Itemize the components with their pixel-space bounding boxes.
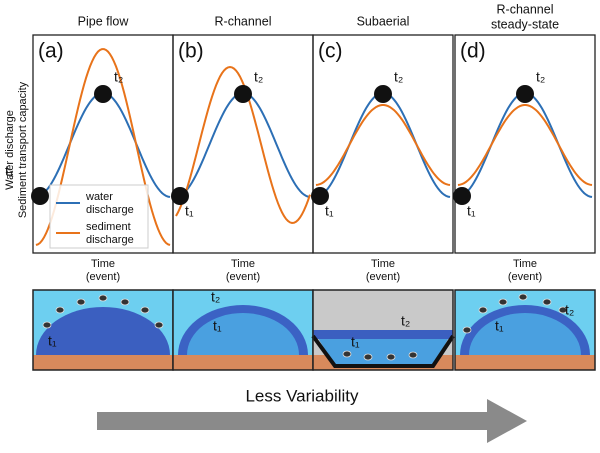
point-t1 — [171, 187, 189, 205]
sketch-t1: t₁ — [213, 318, 222, 334]
x-label: (event) — [508, 271, 542, 283]
ground — [455, 355, 595, 370]
t1-label: t₁ — [467, 203, 476, 219]
arrow — [97, 399, 527, 443]
sketch-frame — [454, 289, 596, 371]
point-t1 — [311, 187, 329, 205]
orange-curve — [175, 65, 311, 225]
blue-curve — [175, 92, 311, 198]
sediment-grain — [408, 351, 418, 359]
panel-label: (c) — [318, 40, 343, 63]
x-label: Time — [371, 258, 395, 270]
panel-title: Subaerial — [357, 14, 410, 28]
x-label: (event) — [86, 271, 120, 283]
point-t2 — [516, 85, 534, 103]
sediment-grain — [558, 306, 568, 314]
arrow-label: Less Variability — [245, 386, 359, 405]
sketch-panels: t₁ t₁ t₂ t₁ t₂ t₁ t₂ — [32, 289, 596, 371]
sketch-t2: t₂ — [401, 313, 410, 329]
x-label: Time — [513, 258, 537, 270]
point-t2 — [234, 85, 252, 103]
panel-frame — [454, 34, 596, 254]
x-label: (event) — [366, 271, 400, 283]
t2-label: t₂ — [394, 69, 403, 85]
ground — [173, 355, 313, 370]
curve-panels: Pipe flow(a)t₂t₁Time(event)R-channel(b)t… — [5, 2, 596, 283]
conduit-inner — [469, 313, 581, 355]
sketch-frame — [312, 289, 454, 371]
panel-title: R-channel — [497, 2, 554, 16]
sediment-grain — [478, 306, 488, 314]
t2-label: t₂ — [114, 69, 123, 85]
panel-title: R-channel — [215, 14, 272, 28]
conduit-inner — [187, 313, 299, 355]
blue-curve — [457, 92, 593, 198]
point-t1 — [453, 187, 471, 205]
legend-text: water — [85, 191, 113, 203]
sketch-t1: t₁ — [48, 333, 57, 349]
panel-title: steady-state — [491, 17, 559, 31]
sediment-grain — [462, 326, 472, 334]
sediment-grain — [42, 321, 52, 329]
panel-label: (b) — [178, 40, 204, 63]
x-label: Time — [231, 258, 255, 270]
sketch-t2: t₂ — [211, 289, 220, 305]
legend-text: sediment — [86, 221, 131, 233]
sediment-grain — [542, 298, 552, 306]
x-label: Time — [91, 258, 115, 270]
conduit — [36, 307, 170, 355]
y-label: Water discharge — [4, 110, 16, 190]
blue-curve — [315, 92, 451, 198]
orange-curve — [457, 104, 593, 186]
sediment-grain — [154, 321, 164, 329]
sediment-grain — [55, 306, 65, 314]
legend-box — [49, 184, 149, 249]
sediment-grain — [76, 298, 86, 306]
panel-label: (d) — [460, 40, 486, 63]
point-t2 — [94, 85, 112, 103]
sediment-grain — [386, 353, 396, 361]
t2-label: t₂ — [536, 69, 545, 85]
sketch-t2: t₂ — [565, 302, 574, 318]
sketch-t1: t₁ — [495, 318, 504, 334]
sketch-t1: t₁ — [351, 334, 360, 350]
panel-frame — [172, 34, 314, 254]
panel-label: (a) — [38, 40, 64, 63]
sediment-grain — [498, 298, 508, 306]
sediment-grain — [140, 306, 150, 314]
x-label: (event) — [226, 271, 260, 283]
t1-label: t₁ — [185, 203, 194, 219]
t1-label: t₁ — [325, 203, 334, 219]
point-t1 — [31, 187, 49, 205]
point-t2 — [374, 85, 392, 103]
panel-title: Pipe flow — [78, 14, 130, 28]
sediment-grain — [120, 298, 130, 306]
channel-bed — [311, 334, 455, 368]
sediment-grain — [518, 293, 528, 301]
t1-label: t₁ — [5, 163, 14, 179]
sediment-grain — [342, 350, 352, 358]
panel-frame — [312, 34, 454, 254]
y-label: Sediment transport capacity — [17, 81, 29, 218]
orange-curve — [315, 104, 451, 186]
ground — [33, 355, 173, 370]
sediment-grain — [363, 353, 373, 361]
t2-label: t₂ — [254, 69, 263, 85]
water-band — [313, 330, 453, 339]
legend-text: discharge — [86, 204, 134, 216]
sediment-grain — [98, 294, 108, 302]
blue-curve — [35, 92, 171, 198]
legend-text: discharge — [86, 234, 134, 246]
